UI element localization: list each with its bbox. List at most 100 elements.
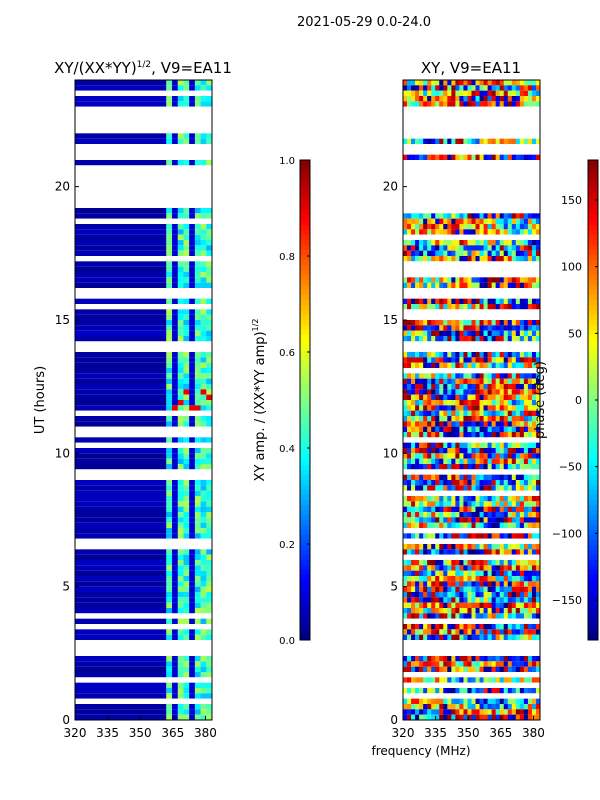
heatmap-cell — [183, 592, 190, 598]
heatmap-cell — [467, 576, 472, 582]
heatmap-cell — [455, 464, 460, 470]
heatmap-cell — [479, 677, 484, 683]
heatmap-cell — [189, 480, 196, 486]
heatmap-cell — [523, 480, 529, 486]
heatmap-cell — [177, 714, 184, 720]
heatmap-cell — [407, 533, 412, 539]
heatmap-cell — [407, 688, 412, 694]
heatmap-cell — [511, 400, 517, 406]
heatmap-cell — [487, 90, 492, 96]
heatmap-cell — [206, 704, 213, 710]
heatmap-cell — [423, 586, 428, 592]
heatmap-cell — [415, 533, 420, 539]
heatmap-cell — [403, 256, 408, 262]
heatmap-cell — [172, 208, 179, 214]
heatmap-cell — [459, 218, 464, 224]
heatmap-cell — [75, 378, 167, 384]
heatmap-cell — [415, 512, 420, 518]
heatmap-cell — [483, 304, 488, 310]
heatmap-cell — [183, 437, 190, 443]
colorbar-swatch — [300, 205, 310, 211]
heatmap-cell — [172, 570, 179, 576]
heatmap-cell — [166, 330, 173, 336]
heatmap-cell — [447, 634, 452, 640]
heatmap-cell — [183, 496, 190, 502]
heatmap-cell — [519, 464, 525, 470]
heatmap-cell — [200, 522, 207, 528]
heatmap-cell — [411, 602, 416, 608]
heatmap-cell — [463, 282, 468, 288]
heatmap-cell — [499, 240, 505, 246]
heatmap-cell — [435, 325, 440, 331]
heatmap-cell — [491, 389, 496, 395]
heatmap-cell — [531, 362, 537, 368]
heatmap-cell — [403, 373, 408, 379]
heatmap-cell — [503, 522, 509, 528]
heatmap-cell — [487, 586, 492, 592]
heatmap-cell — [439, 714, 444, 720]
flagged-row — [403, 437, 540, 443]
heatmap-cell — [177, 336, 184, 342]
heatmap-cell — [471, 373, 476, 379]
heatmap-cell — [511, 586, 517, 592]
heatmap-cell — [427, 357, 432, 363]
heatmap-cell — [411, 362, 416, 368]
heatmap-cell — [479, 256, 484, 262]
heatmap-cell — [435, 661, 440, 667]
heatmap-cell — [479, 522, 484, 528]
heatmap-cell — [447, 282, 452, 288]
heatmap-cell — [403, 384, 408, 390]
heatmap-cell — [419, 80, 424, 86]
heatmap-cell — [487, 325, 492, 331]
heatmap-cell — [177, 421, 184, 427]
heatmap-cell — [435, 581, 440, 587]
colorbar-swatch — [588, 500, 598, 506]
heatmap-cell — [407, 453, 412, 459]
heatmap-cell — [459, 80, 464, 86]
heatmap-cell — [194, 394, 201, 400]
heatmap-cell — [189, 213, 196, 219]
heatmap-cell — [75, 416, 167, 422]
heatmap-cell — [535, 101, 541, 107]
heatmap-cell — [499, 320, 505, 326]
heatmap-cell — [455, 400, 460, 406]
heatmap-cell — [463, 362, 468, 368]
heatmap-cell — [487, 394, 492, 400]
heatmap-cell — [403, 629, 408, 635]
heatmap-cell — [435, 576, 440, 582]
heatmap-cell — [483, 85, 488, 91]
heatmap-cell — [495, 453, 501, 459]
heatmap-cell — [200, 373, 207, 379]
heatmap-cell — [411, 213, 416, 219]
heatmap-cell — [177, 629, 184, 635]
heatmap-cell — [200, 405, 207, 411]
heatmap-cell — [435, 336, 440, 342]
heatmap-cell — [527, 282, 533, 288]
heatmap-cell — [419, 256, 424, 262]
heatmap-cell — [407, 245, 412, 251]
heatmap-cell — [447, 565, 452, 571]
heatmap-cell — [447, 138, 452, 144]
colorbar-swatch — [588, 270, 598, 276]
heatmap-cell — [427, 506, 432, 512]
heatmap-cell — [479, 570, 484, 576]
heatmap-cell — [491, 688, 496, 694]
heatmap-cell — [527, 661, 533, 667]
colorbar-swatch — [588, 185, 598, 191]
heatmap-cell — [206, 464, 213, 470]
heatmap-cell — [435, 629, 440, 635]
heatmap-cell — [507, 410, 513, 416]
heatmap-cell — [407, 592, 412, 598]
heatmap-cell — [200, 602, 207, 608]
heatmap-cell — [455, 218, 460, 224]
heatmap-cell — [487, 517, 492, 523]
heatmap-cell — [411, 96, 416, 102]
heatmap-cell — [531, 544, 537, 550]
heatmap-cell — [439, 581, 444, 587]
colorbar-swatch — [588, 220, 598, 226]
heatmap-cell — [451, 442, 456, 448]
heatmap-cell — [479, 597, 484, 603]
heatmap-cell — [177, 362, 184, 368]
heatmap-cell — [403, 432, 408, 438]
colorbar-swatch — [588, 340, 598, 346]
